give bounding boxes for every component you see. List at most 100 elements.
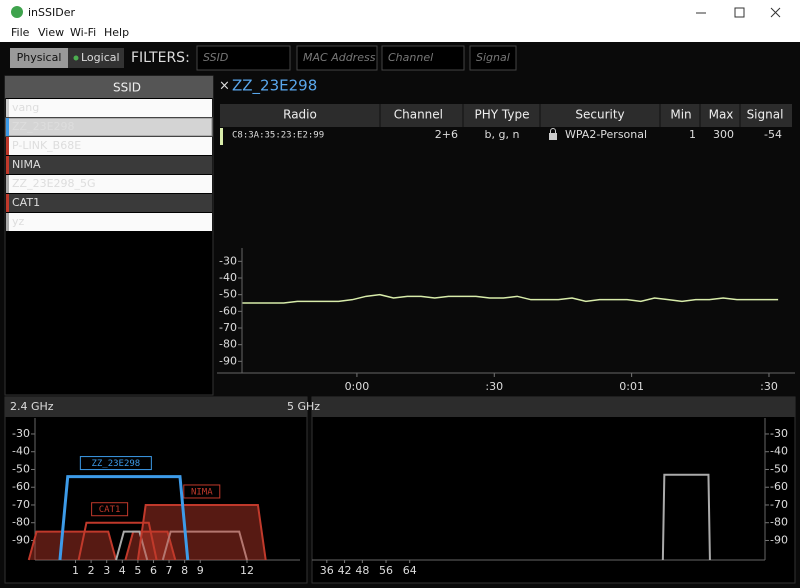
ssid-name: ZZ_23E298_5G bbox=[12, 177, 96, 190]
y-tick-label: -90 bbox=[219, 354, 237, 367]
cell: WPA2-Personal bbox=[565, 128, 647, 141]
y-tick-label: -50 bbox=[770, 462, 788, 475]
close[interactable] bbox=[770, 7, 781, 18]
signal-filter[interactable] bbox=[469, 45, 517, 71]
close-detail[interactable]: × bbox=[219, 79, 230, 94]
row-color bbox=[6, 99, 9, 117]
y-tick-label: -70 bbox=[219, 321, 237, 334]
y-tick-label: -70 bbox=[12, 498, 30, 511]
x-tick-label: 12 bbox=[240, 564, 254, 577]
column-header: Min bbox=[670, 108, 691, 122]
x-tick-label: 2 bbox=[88, 564, 95, 577]
cell: b, g, n bbox=[485, 128, 520, 141]
channel-filter[interactable] bbox=[381, 45, 465, 71]
panel-title: 5 GHz bbox=[287, 400, 320, 413]
column-header: Max bbox=[709, 108, 734, 122]
network-label: ZZ_23E298 bbox=[91, 459, 140, 469]
ssid-name: NIMA bbox=[12, 158, 41, 171]
logical-button[interactable] bbox=[68, 48, 124, 68]
network-label-box bbox=[183, 484, 221, 499]
ssid-row bbox=[6, 137, 212, 155]
x-tick-label: 64 bbox=[403, 564, 417, 577]
network-label-box bbox=[91, 502, 129, 517]
menu-bar bbox=[0, 25, 800, 42]
ssid-name: vang bbox=[12, 101, 39, 114]
row-color bbox=[6, 137, 9, 155]
network-shape bbox=[161, 530, 248, 561]
menu-item[interactable]: View bbox=[38, 26, 64, 39]
title-bar bbox=[0, 0, 800, 25]
x-tick-label: 42 bbox=[338, 564, 352, 577]
y-tick-label: -80 bbox=[12, 516, 30, 529]
column-header: Channel bbox=[394, 108, 443, 122]
cell: 1 bbox=[689, 128, 696, 141]
panel-title: 2.4 GHz bbox=[10, 400, 54, 413]
y-tick-label: -90 bbox=[770, 533, 788, 546]
y-tick-label: -60 bbox=[12, 480, 30, 493]
ssid-name: yz bbox=[12, 215, 25, 228]
mac-filter[interactable] bbox=[296, 45, 378, 71]
cell: C8:3A:35:23:E2:99 bbox=[232, 131, 324, 141]
ssid-row bbox=[6, 156, 212, 174]
maximize[interactable] bbox=[734, 7, 745, 18]
x-tick-label: 4 bbox=[119, 564, 126, 577]
x-tick-label: 0:01 bbox=[619, 380, 644, 393]
ssid-header bbox=[5, 76, 213, 98]
row-color bbox=[6, 213, 9, 231]
x-tick-label: 6 bbox=[150, 564, 157, 577]
signal-line bbox=[242, 293, 779, 304]
x-tick-label: 5 bbox=[134, 564, 141, 577]
network-shape bbox=[115, 530, 149, 561]
ssid-row bbox=[6, 194, 212, 212]
menu-item[interactable]: Wi-Fi bbox=[70, 26, 96, 39]
network-shape bbox=[661, 473, 711, 561]
row-color bbox=[6, 175, 9, 193]
ssid-header-label: SSID bbox=[113, 81, 141, 95]
y-tick-label: -30 bbox=[219, 254, 237, 267]
network-label-box bbox=[79, 456, 152, 471]
detail-header bbox=[220, 104, 792, 127]
y-tick-label: -90 bbox=[12, 533, 30, 546]
column-header: Security bbox=[575, 108, 624, 122]
x-tick-label: 8 bbox=[181, 564, 188, 577]
row-indicator bbox=[220, 128, 223, 145]
ssid-name: P-LINK_B68E bbox=[12, 139, 81, 152]
placeholder: SSID bbox=[203, 51, 228, 64]
ssid-row bbox=[6, 213, 212, 231]
y-tick-label: -80 bbox=[219, 338, 237, 351]
network-shape bbox=[77, 521, 158, 561]
cell: -54 bbox=[764, 128, 782, 141]
x-tick-label: 56 bbox=[379, 564, 393, 577]
network-shape bbox=[58, 475, 190, 561]
y-tick-label: -40 bbox=[12, 445, 30, 458]
network-label: NIMA bbox=[191, 487, 213, 497]
app-icon bbox=[11, 6, 23, 18]
network-shape bbox=[27, 530, 118, 561]
cell: 300 bbox=[713, 128, 734, 141]
y-tick-label: -60 bbox=[219, 304, 237, 317]
x-tick-label: 0:00 bbox=[345, 380, 370, 393]
y-tick-label: -50 bbox=[12, 462, 30, 475]
ssid-filter[interactable] bbox=[196, 45, 291, 71]
detail-title: ZZ_23E298 bbox=[232, 77, 317, 96]
ssid-row bbox=[6, 99, 212, 117]
y-tick-label: -40 bbox=[219, 271, 237, 284]
y-tick-label: -40 bbox=[770, 445, 788, 458]
placeholder: Signal bbox=[476, 51, 510, 64]
network-shape bbox=[136, 503, 267, 561]
y-tick-label: -70 bbox=[770, 498, 788, 511]
column-header: Signal bbox=[747, 108, 784, 122]
menu-item[interactable]: Help bbox=[104, 26, 129, 39]
panel-24 bbox=[4, 396, 308, 584]
column-header: PHY Type bbox=[475, 108, 530, 122]
ssid-row bbox=[6, 175, 212, 193]
cell: 2+6 bbox=[435, 128, 458, 141]
menu-item[interactable]: File bbox=[11, 26, 30, 39]
ssid-name: ZZ_23E298 bbox=[12, 120, 75, 133]
y-tick-label: -80 bbox=[770, 516, 788, 529]
physical-button[interactable] bbox=[10, 48, 68, 68]
x-tick-label: 1 bbox=[72, 564, 79, 577]
placeholder: Channel bbox=[388, 51, 433, 64]
x-tick-label: 3 bbox=[103, 564, 110, 577]
